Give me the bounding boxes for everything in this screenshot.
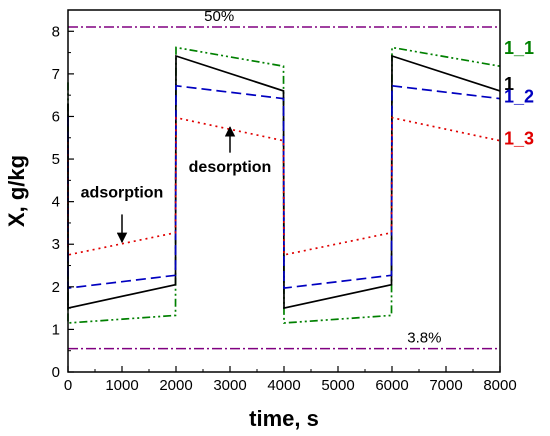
x-axis-title: time, s: [249, 406, 319, 431]
y-tick-label: 8: [52, 23, 60, 40]
y-tick-label: 3: [52, 236, 60, 253]
y-tick-label: 7: [52, 66, 60, 83]
y-axis-title: X, g/kg: [4, 155, 29, 227]
series-line-1_2: [67, 84, 501, 290]
x-tick-label: 0: [64, 377, 72, 394]
y-tick-label: 6: [52, 108, 60, 125]
legend-label-1: 1: [504, 74, 514, 94]
y-tick-label: 1: [52, 321, 60, 338]
x-tick-label: 2000: [159, 377, 192, 394]
legend: 1_1 11_2 1_3: [504, 38, 534, 149]
annotation-label: desorption: [189, 159, 272, 176]
x-tick-label: 1000: [105, 377, 138, 394]
y-tick-label: 5: [52, 151, 60, 168]
legend-label-1_1: 1_1: [504, 38, 534, 58]
x-tick-label: 7000: [429, 377, 462, 394]
annotation-label: adsorption: [81, 184, 164, 201]
reference-line-label: 3.8%: [407, 330, 441, 347]
reference-line-label: 50%: [204, 8, 234, 25]
reference-lines: 50% 3.8%: [68, 8, 500, 350]
series-line-1_1: [67, 46, 501, 324]
y-tick-label: 4: [52, 194, 60, 211]
y-axis: 0 1 2 3 4 5 6 7 8: [52, 9, 74, 381]
legend-label-1_2: 1_2: [504, 87, 534, 107]
x-tick-label: 4000: [267, 377, 300, 394]
x-tick-label: 5000: [321, 377, 354, 394]
y-tick-label: 0: [52, 364, 60, 381]
x-tick-label: 6000: [375, 377, 408, 394]
y-tick-label: 2: [52, 279, 60, 296]
x-tick-label: 3000: [213, 377, 246, 394]
series-line-1: [67, 54, 501, 310]
x-tick-label: 8000: [483, 377, 516, 394]
annotations: adsorption desorption: [81, 126, 272, 244]
series-lines: [67, 46, 501, 324]
x-axis: 0 1000 2000 3000 4000 5000 6000 7000 8000: [64, 366, 517, 394]
legend-label-1_3: 1_3: [504, 129, 534, 149]
